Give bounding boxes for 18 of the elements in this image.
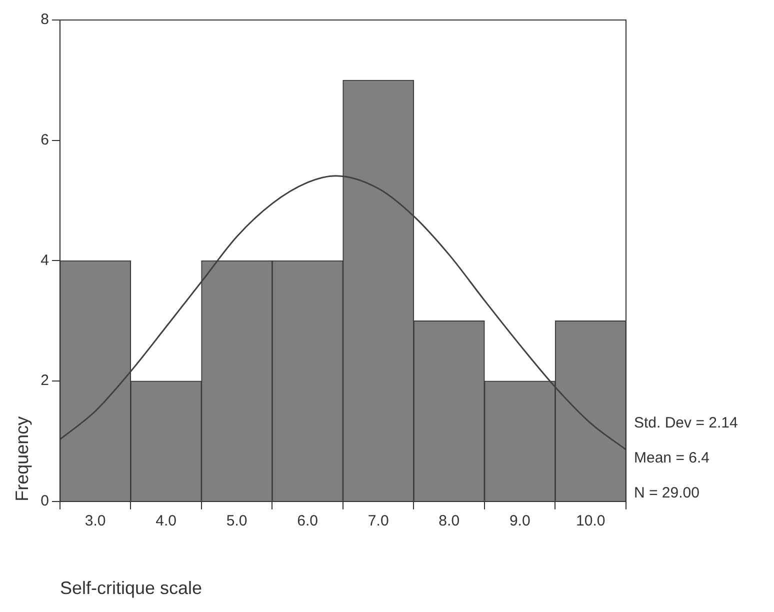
x-tick-label: 10.0 xyxy=(576,512,606,530)
text: Mean = 6.4 xyxy=(634,450,710,467)
y-axis-title: Frequency xyxy=(12,416,32,502)
x-tick-label: 6.0 xyxy=(297,512,318,530)
y-tick-label: 2 xyxy=(40,372,49,390)
x-tick-label: 3.0 xyxy=(84,512,106,530)
y-tick-label: 0 xyxy=(40,492,49,510)
text: Std. Dev = 2.14 xyxy=(634,414,738,432)
x-tick-label: 9.0 xyxy=(509,512,530,530)
x-tick-label: 8.0 xyxy=(438,512,460,530)
x-axis-title: Self-critique scale xyxy=(60,578,202,598)
y-tick-label: 8 xyxy=(40,11,49,28)
x-tick-label: 4.0 xyxy=(156,512,177,530)
y-tick-label: 6 xyxy=(40,131,49,148)
x-tick-label: 5.0 xyxy=(226,512,248,530)
x-tick-label: 7.0 xyxy=(368,512,389,530)
y-tick-label: 4 xyxy=(40,252,49,269)
text: N = 29.00 xyxy=(634,484,700,502)
